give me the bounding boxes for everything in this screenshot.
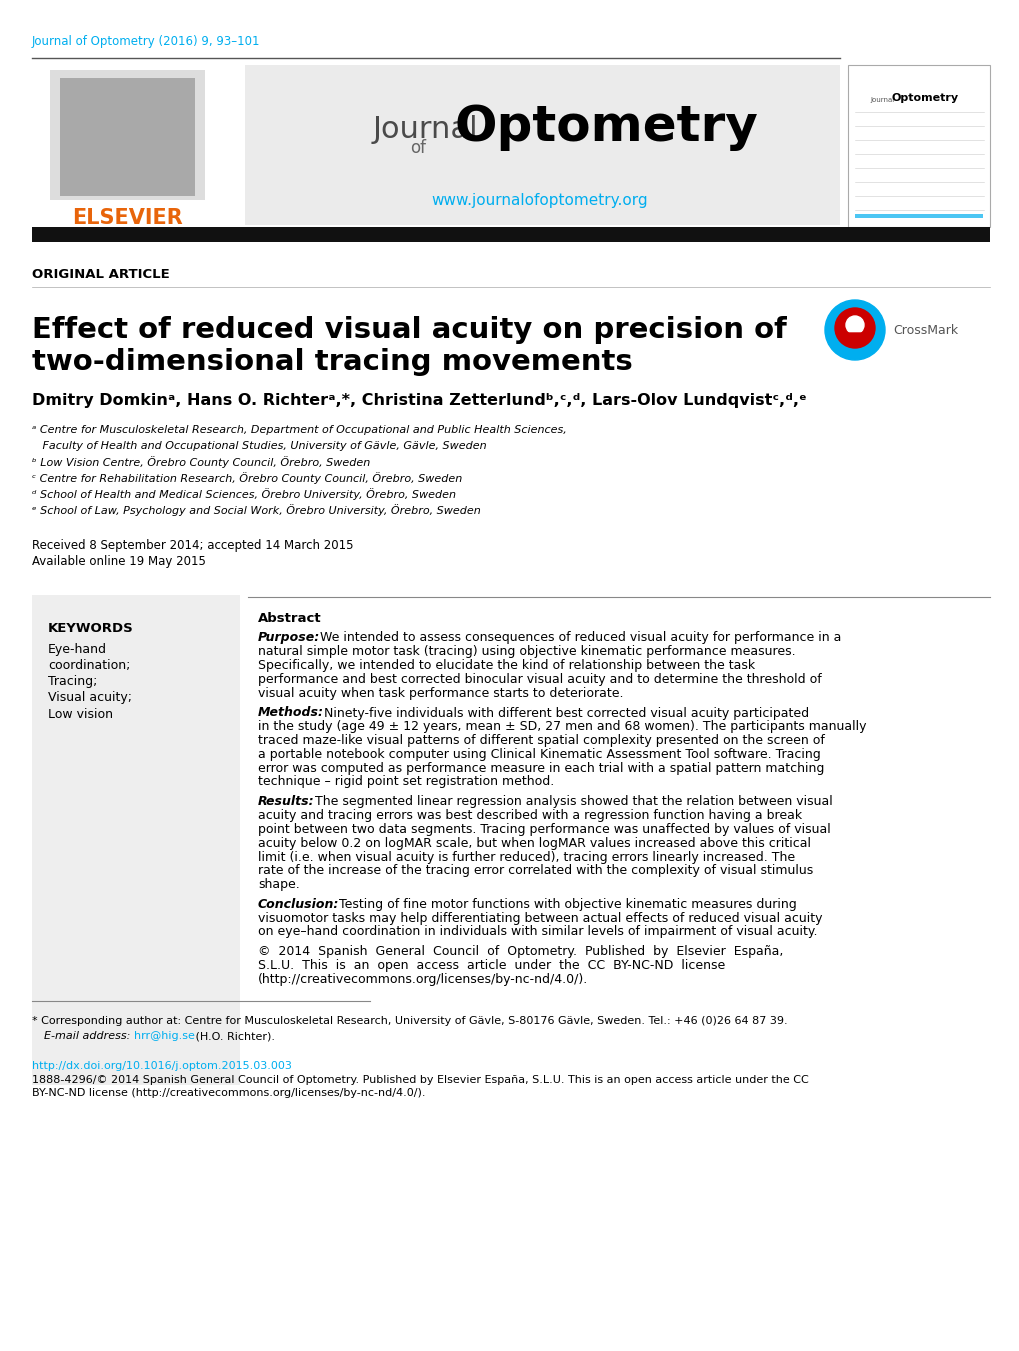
Text: coordination;: coordination;	[48, 659, 130, 673]
Text: ᵃ Centre for Musculoskeletal Research, Department of Occupational and Public Hea: ᵃ Centre for Musculoskeletal Research, D…	[32, 426, 567, 435]
Text: of: of	[410, 139, 426, 157]
Text: Journal: Journal	[869, 97, 894, 103]
Text: performance and best corrected binocular visual acuity and to determine the thre: performance and best corrected binocular…	[258, 673, 821, 686]
Text: rate of the increase of the tracing error correlated with the complexity of visu: rate of the increase of the tracing erro…	[258, 865, 812, 877]
Text: ᵉ School of Law, Psychology and Social Work, Örebro University, Örebro, Sweden: ᵉ School of Law, Psychology and Social W…	[32, 504, 480, 516]
Text: 1888-4296/© 2014 Spanish General Council of Optometry. Published by Elsevier Esp: 1888-4296/© 2014 Spanish General Council…	[32, 1075, 808, 1085]
Text: Effect of reduced visual acuity on precision of: Effect of reduced visual acuity on preci…	[32, 316, 786, 345]
Text: http://dx.doi.org/10.1016/j.optom.2015.03.003: http://dx.doi.org/10.1016/j.optom.2015.0…	[32, 1061, 291, 1071]
Text: KEYWORDS: KEYWORDS	[48, 621, 133, 635]
Text: Specifically, we intended to elucidate the kind of relationship between the task: Specifically, we intended to elucidate t…	[258, 659, 754, 671]
Text: ᶜ Centre for Rehabilitation Research, Örebro County Council, Örebro, Sweden: ᶜ Centre for Rehabilitation Research, Ör…	[32, 471, 462, 484]
Text: Journal: Journal	[373, 115, 478, 145]
Circle shape	[845, 316, 863, 334]
Bar	[847, 65, 989, 227]
Text: Ninety-five individuals with different best corrected visual acuity participated: Ninety-five individuals with different b…	[324, 707, 808, 720]
Text: (H.O. Richter).: (H.O. Richter).	[192, 1031, 275, 1042]
Text: Testing of fine motor functions with objective kinematic measures during: Testing of fine motor functions with obj…	[339, 898, 796, 911]
Bar	[32, 227, 989, 242]
Text: Optometry: Optometry	[454, 103, 758, 151]
Bar	[32, 594, 239, 1085]
Text: visual acuity when task performance starts to deteriorate.: visual acuity when task performance star…	[258, 686, 623, 700]
Text: acuity and tracing errors was best described with a regression function having a: acuity and tracing errors was best descr…	[258, 809, 801, 823]
Text: Optometry: Optometry	[892, 93, 958, 103]
Text: Journal of Optometry (2016) 9, 93–101: Journal of Optometry (2016) 9, 93–101	[32, 35, 260, 49]
Text: We intended to assess consequences of reduced visual acuity for performance in a: We intended to assess consequences of re…	[320, 631, 841, 644]
Text: natural simple motor task (tracing) using objective kinematic performance measur: natural simple motor task (tracing) usin…	[258, 646, 795, 658]
Circle shape	[824, 300, 884, 359]
Text: on eye–hand coordination in individuals with similar levels of impairment of vis: on eye–hand coordination in individuals …	[258, 925, 816, 939]
Bar	[60, 78, 195, 196]
Text: ©  2014  Spanish  General  Council  of  Optometry.  Published  by  Elsevier  Esp: © 2014 Spanish General Council of Optome…	[258, 946, 783, 958]
Text: acuity below 0.2 on logMAR scale, but when logMAR values increased above this cr: acuity below 0.2 on logMAR scale, but wh…	[258, 836, 810, 850]
Text: Results:: Results:	[258, 796, 314, 808]
Text: ᵇ Low Vision Centre, Örebro County Council, Örebro, Sweden: ᵇ Low Vision Centre, Örebro County Counc…	[32, 457, 370, 467]
Text: Low vision: Low vision	[48, 708, 113, 720]
Text: Visual acuity;: Visual acuity;	[48, 692, 131, 704]
Text: Received 8 September 2014; accepted 14 March 2015: Received 8 September 2014; accepted 14 M…	[32, 539, 354, 551]
Text: ELSEVIER: ELSEVIER	[72, 208, 183, 228]
Text: Purpose:: Purpose:	[258, 631, 320, 644]
Text: Conclusion:: Conclusion:	[258, 898, 339, 911]
Text: E-mail address:: E-mail address:	[44, 1031, 130, 1042]
Text: BY-NC-ND license (http://creativecommons.org/licenses/by-nc-nd/4.0/).: BY-NC-ND license (http://creativecommons…	[32, 1088, 425, 1098]
Text: ORIGINAL ARTICLE: ORIGINAL ARTICLE	[32, 269, 169, 281]
Text: ᵈ School of Health and Medical Sciences, Örebro University, Örebro, Sweden: ᵈ School of Health and Medical Sciences,…	[32, 488, 455, 500]
Text: Dmitry Domkinᵃ, Hans O. Richterᵃ,*, Christina Zetterlundᵇ,ᶜ,ᵈ, Lars-Olov Lundqvi: Dmitry Domkinᵃ, Hans O. Richterᵃ,*, Chri…	[32, 393, 806, 408]
Polygon shape	[845, 332, 863, 345]
Text: shape.: shape.	[258, 878, 300, 892]
Text: CrossMark: CrossMark	[892, 323, 957, 336]
Bar	[854, 213, 982, 218]
Text: (http://creativecommons.org/licenses/by-nc-nd/4.0/).: (http://creativecommons.org/licenses/by-…	[258, 973, 588, 986]
Text: Available online 19 May 2015: Available online 19 May 2015	[32, 555, 206, 569]
Bar	[32, 59, 242, 226]
Text: point between two data segments. Tracing performance was unaffected by values of: point between two data segments. Tracing…	[258, 823, 829, 836]
Text: hrr@hig.se: hrr@hig.se	[133, 1031, 195, 1042]
Circle shape	[835, 308, 874, 349]
Text: * Corresponding author at: Centre for Musculoskeletal Research, University of Gä: * Corresponding author at: Centre for Mu…	[32, 1016, 787, 1027]
Text: www.journalofoptometry.org: www.journalofoptometry.org	[431, 192, 648, 208]
Text: visuomotor tasks may help differentiating between actual effects of reduced visu: visuomotor tasks may help differentiatin…	[258, 912, 821, 924]
Text: technique – rigid point set registration method.: technique – rigid point set registration…	[258, 775, 553, 789]
Bar	[50, 70, 205, 200]
Text: Faculty of Health and Occupational Studies, University of Gävle, Gävle, Sweden: Faculty of Health and Occupational Studi…	[32, 440, 486, 451]
Bar	[245, 65, 840, 226]
Text: traced maze-like visual patterns of different spatial complexity presented on th: traced maze-like visual patterns of diff…	[258, 734, 824, 747]
Text: Abstract: Abstract	[258, 612, 321, 624]
Text: limit (i.e. when visual acuity is further reduced), tracing errors linearly incr: limit (i.e. when visual acuity is furthe…	[258, 851, 795, 863]
Text: in the study (age 49 ± 12 years, mean ± SD, 27 men and 68 women). The participan: in the study (age 49 ± 12 years, mean ± …	[258, 720, 866, 734]
Text: Tracing;: Tracing;	[48, 676, 97, 689]
Text: The segmented linear regression analysis showed that the relation between visual: The segmented linear regression analysis…	[314, 796, 832, 808]
Text: S.L.U.  This  is  an  open  access  article  under  the  CC  BY-NC-ND  license: S.L.U. This is an open access article un…	[258, 959, 725, 973]
Text: error was computed as performance measure in each trial with a spatial pattern m: error was computed as performance measur…	[258, 762, 823, 774]
Text: two-dimensional tracing movements: two-dimensional tracing movements	[32, 349, 632, 376]
Text: a portable notebook computer using Clinical Kinematic Assessment Tool software. : a portable notebook computer using Clini…	[258, 748, 820, 761]
Text: Methods:: Methods:	[258, 707, 324, 720]
Text: Eye-hand: Eye-hand	[48, 643, 107, 657]
